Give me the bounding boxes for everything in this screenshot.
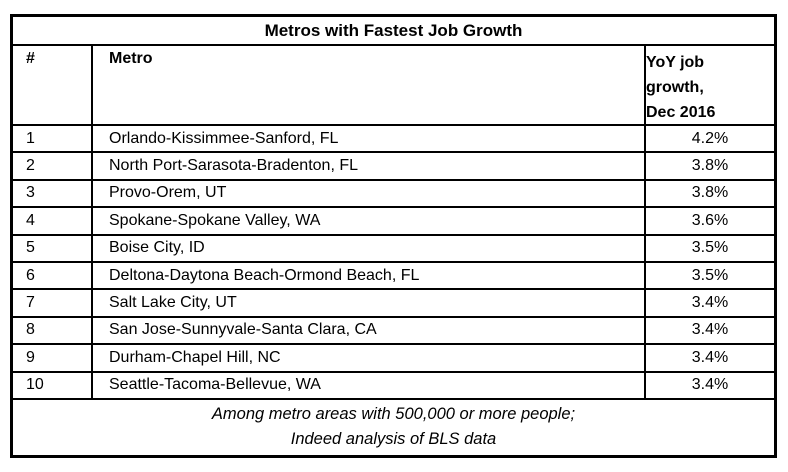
growth-cell: 3.4% — [644, 345, 774, 371]
rank-cell: 6 — [26, 266, 35, 284]
growth-cell: 3.5% — [644, 235, 774, 261]
table-row: 9 Durham-Chapel Hill, NC 3.4% — [13, 345, 774, 373]
col-header-growth: YoY job growth, Dec 2016 — [644, 46, 774, 124]
table-title: Metros with Fastest Job Growth — [264, 20, 523, 40]
table-row: 1 Orlando-Kissimmee-Sanford, FL 4.2% — [13, 126, 774, 154]
rank-cell: 8 — [26, 321, 35, 339]
footnote-line2: Indeed analysis of BLS data — [290, 430, 497, 449]
metro-cell: Deltona-Daytona Beach-Ormond Beach, FL — [91, 262, 644, 289]
metro-cell: Boise City, ID — [91, 235, 644, 261]
growth-cell: 3.4% — [644, 372, 774, 398]
table-row: 2 North Port-Sarasota-Bradenton, FL 3.8% — [13, 153, 774, 181]
rank-cell: 1 — [26, 129, 35, 147]
metro-cell: Durham-Chapel Hill, NC — [91, 345, 644, 371]
table-row: 5 Boise City, ID 3.5% — [13, 235, 774, 263]
rank-cell: 10 — [26, 376, 44, 394]
rank-cell: 5 — [26, 239, 35, 257]
growth-cell: 3.8% — [644, 153, 774, 179]
col-header-growth-line3: Dec 2016 — [646, 103, 716, 121]
rank-cell: 3 — [26, 184, 35, 202]
metro-cell: Salt Lake City, UT — [91, 290, 644, 316]
growth-cell: 3.4% — [644, 290, 774, 316]
growth-cell: 3.6% — [644, 208, 774, 234]
table-row: 10 Seattle-Tacoma-Bellevue, WA 3.4% — [13, 372, 774, 400]
metro-cell: Seattle-Tacoma-Bellevue, WA — [91, 372, 644, 398]
footnote-line1: Among metro areas with 500,000 or more p… — [211, 405, 576, 424]
rank-cell: 7 — [26, 294, 35, 312]
table-row: 7 Salt Lake City, UT 3.4% — [13, 290, 774, 318]
header-row: # Metro YoY job growth, Dec 2016 — [13, 46, 774, 126]
growth-cell: 3.8% — [644, 180, 774, 207]
title-row: Metros with Fastest Job Growth — [13, 17, 774, 46]
table-footnote: Among metro areas with 500,000 or more p… — [13, 400, 774, 455]
metro-cell: Provo-Orem, UT — [91, 180, 644, 207]
metro-cell: Orlando-Kissimmee-Sanford, FL — [91, 126, 644, 152]
table-row: 3 Provo-Orem, UT 3.8% — [13, 180, 774, 209]
rank-cell: 2 — [26, 157, 35, 175]
col-header-growth-line2: growth, — [646, 78, 704, 96]
rank-cell: 9 — [26, 348, 35, 366]
table-row: 8 San Jose-Sunnyvale-Santa Clara, CA 3.4… — [13, 317, 774, 346]
table-row: 4 Spokane-Spokane Valley, WA 3.6% — [13, 208, 774, 236]
metro-cell: Spokane-Spokane Valley, WA — [91, 208, 644, 234]
growth-cell: 3.5% — [644, 262, 774, 289]
metro-cell: San Jose-Sunnyvale-Santa Clara, CA — [91, 317, 644, 344]
growth-cell: 3.4% — [644, 317, 774, 344]
rank-cell: 4 — [26, 211, 35, 229]
table-row: 6 Deltona-Daytona Beach-Ormond Beach, FL… — [13, 262, 774, 291]
col-header-metro: Metro — [91, 46, 644, 124]
col-header-rank: # — [26, 50, 35, 67]
metro-cell: North Port-Sarasota-Bradenton, FL — [91, 153, 644, 179]
job-growth-table: Metros with Fastest Job Growth # Metro Y… — [10, 14, 777, 458]
footnote-row: Among metro areas with 500,000 or more p… — [13, 400, 774, 455]
col-header-growth-line1: YoY job — [646, 53, 705, 71]
growth-cell: 4.2% — [644, 126, 774, 152]
